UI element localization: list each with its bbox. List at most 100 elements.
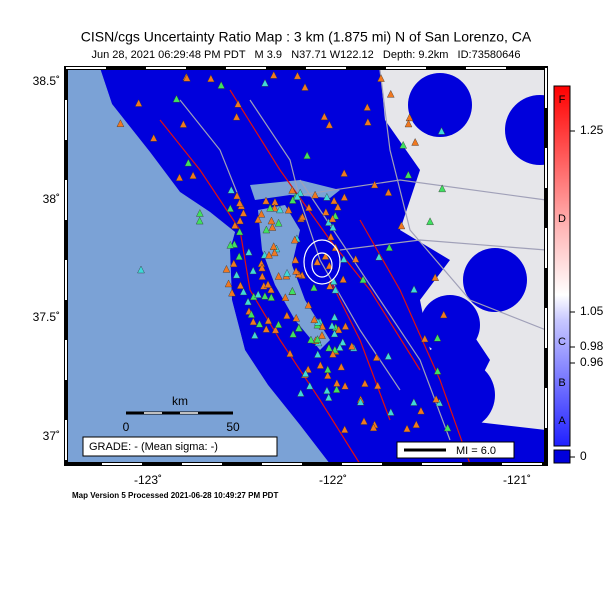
- station: [288, 286, 297, 295]
- station: [310, 283, 318, 292]
- road: [339, 239, 546, 251]
- station: [172, 94, 181, 103]
- colorbar-label: 1.25: [580, 123, 604, 137]
- legend-text: MI = 6.0: [456, 445, 496, 457]
- station: [404, 170, 413, 179]
- station: [329, 349, 337, 358]
- station: [384, 188, 393, 196]
- colorbar-label: 1.05: [580, 304, 604, 318]
- station: [232, 112, 241, 121]
- station: [356, 397, 365, 406]
- station: [284, 205, 293, 214]
- fault: [329, 279, 391, 421]
- station: [137, 265, 145, 274]
- station: [250, 331, 259, 339]
- station: [296, 188, 305, 197]
- station: [207, 74, 215, 83]
- colorbar-label: 0.98: [580, 339, 604, 353]
- station: [227, 185, 236, 194]
- station: [301, 369, 310, 377]
- station: [313, 350, 322, 358]
- station: [363, 103, 372, 111]
- station: [233, 191, 241, 200]
- station: [134, 99, 143, 107]
- station: [304, 365, 312, 373]
- station: [264, 280, 272, 288]
- station: [226, 240, 235, 249]
- station: [235, 198, 244, 207]
- station: [340, 425, 349, 433]
- station: [258, 272, 267, 280]
- station: [372, 353, 381, 361]
- station: [325, 261, 334, 270]
- station: [351, 254, 360, 263]
- station: [175, 173, 184, 181]
- station: [247, 310, 256, 318]
- station: [311, 190, 319, 199]
- station: [257, 209, 266, 218]
- station: [116, 119, 125, 127]
- station: [339, 275, 348, 283]
- station: [328, 321, 336, 330]
- station: [189, 171, 197, 179]
- station: [364, 117, 372, 126]
- station: [313, 335, 322, 343]
- uncertainty-blob: [425, 360, 495, 430]
- station: [235, 227, 244, 236]
- station: [420, 334, 429, 343]
- station: [321, 252, 330, 260]
- station: [217, 81, 226, 89]
- station: [196, 209, 204, 217]
- station: [403, 424, 411, 433]
- station: [291, 255, 300, 264]
- station: [249, 266, 257, 275]
- station: [384, 352, 393, 360]
- uncertainty-blob: [463, 248, 527, 312]
- station: [318, 331, 326, 339]
- station: [229, 259, 238, 268]
- roads: [179, 69, 546, 441]
- station: [373, 381, 382, 390]
- station: [267, 285, 275, 294]
- station: [338, 338, 347, 346]
- grade-letter: F: [559, 94, 566, 106]
- station: [433, 366, 442, 375]
- station: [232, 270, 241, 279]
- axis-labels: 38.5˚ 38˚ 37.5˚ 37˚ -123˚ -122˚ -121˚: [33, 74, 531, 487]
- station: [431, 273, 439, 281]
- road: [299, 179, 451, 441]
- station: [292, 266, 300, 275]
- station: [307, 335, 315, 344]
- station: [437, 126, 446, 135]
- station: [411, 138, 419, 146]
- station: [265, 250, 273, 259]
- station: [330, 312, 339, 321]
- legend-box: [396, 441, 515, 459]
- station: [149, 133, 158, 142]
- station: [323, 192, 331, 201]
- grade-text: GRADE: - (Mean sigma: -): [89, 441, 218, 453]
- station: [184, 158, 193, 167]
- station: [294, 323, 303, 332]
- station: [228, 288, 236, 297]
- station: [370, 180, 379, 189]
- station: [266, 203, 274, 212]
- station: [274, 218, 283, 227]
- contour: [303, 239, 341, 285]
- station: [404, 119, 413, 128]
- station: [231, 221, 239, 229]
- scale-bar: km 0 50: [123, 394, 240, 434]
- colorbar-labels: F D C B A 1.25 1.05 0.98 0.96 0: [558, 94, 604, 463]
- station: [288, 185, 297, 194]
- station: [330, 329, 339, 338]
- lat-label: 37.5˚: [33, 310, 60, 324]
- station: [239, 287, 248, 296]
- station: [386, 89, 395, 98]
- subtitle: Jun 28, 2021 06:29:48 PM PDT M 3.9 N37.7…: [91, 49, 520, 61]
- station: [261, 78, 269, 87]
- station: [329, 223, 337, 231]
- station: [258, 263, 266, 272]
- lat-label: 37˚: [43, 429, 60, 443]
- scale-label: 50: [226, 420, 240, 434]
